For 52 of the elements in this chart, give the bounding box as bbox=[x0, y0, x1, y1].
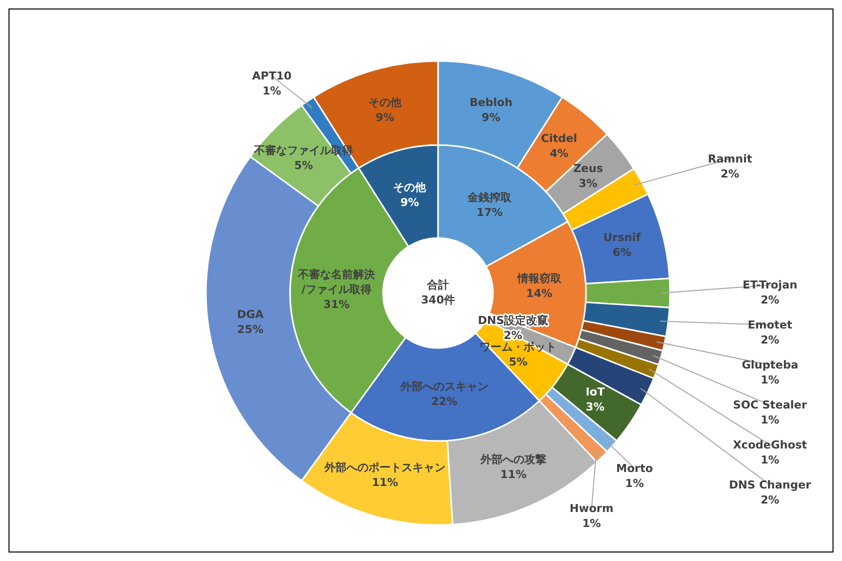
slice-label: その他 bbox=[393, 181, 428, 194]
slice-label: Ramnit bbox=[708, 152, 752, 166]
data-label: 9% bbox=[482, 111, 500, 124]
data-label: 1% bbox=[760, 414, 780, 427]
data-label: 6% bbox=[612, 246, 632, 260]
data-label: 31% bbox=[323, 298, 350, 311]
data-label: 2% bbox=[760, 334, 780, 347]
data-label: 3% bbox=[578, 177, 598, 190]
data-label: 2% bbox=[720, 167, 740, 180]
slice-label: APT10 bbox=[252, 69, 292, 82]
slice-label: 不審な名前解決 /ファイル取得 bbox=[297, 268, 376, 296]
data-label: 11% bbox=[372, 476, 398, 489]
slice-label: XcodeGhost bbox=[732, 438, 808, 452]
data-label: 2% bbox=[760, 294, 780, 307]
slice-label: 情報窃取 bbox=[516, 272, 562, 286]
data-label: 1% bbox=[760, 454, 780, 467]
data-label: 2% bbox=[760, 494, 780, 507]
data-label: 22% bbox=[431, 394, 458, 408]
slice-label: DNS Changer bbox=[728, 478, 812, 492]
slice-label: その他 bbox=[368, 96, 402, 110]
data-label: 17% bbox=[476, 206, 503, 220]
slice-label: Bebloh bbox=[470, 96, 512, 110]
slice-label: IoT bbox=[586, 385, 606, 398]
slice-label: DGA bbox=[236, 308, 264, 322]
data-label: 5% bbox=[294, 159, 313, 172]
slice-label: 外部へのスキャン bbox=[399, 380, 488, 393]
slice-label: Emotet bbox=[748, 318, 792, 332]
slice-label: Zeus bbox=[573, 162, 604, 176]
data-label: 1% bbox=[262, 84, 282, 98]
slice-label: 金銭搾取 bbox=[466, 191, 513, 204]
slice-label: Ursnif bbox=[603, 231, 641, 244]
data-label: 4% bbox=[550, 147, 568, 160]
slice-label: Citdel bbox=[541, 132, 578, 146]
data-label: 1% bbox=[760, 374, 780, 387]
slice-label: Hworm bbox=[570, 502, 614, 516]
data-label: 5% bbox=[508, 356, 528, 369]
data-label: 3% bbox=[586, 400, 604, 414]
slice-label: Glupteba bbox=[742, 358, 798, 372]
slice-label: ET-Trojan bbox=[742, 278, 798, 292]
data-label: 1% bbox=[625, 476, 644, 490]
data-label: 11% bbox=[500, 468, 527, 481]
data-label: 9% bbox=[376, 111, 394, 124]
slice-label: SOC Stealer bbox=[733, 398, 808, 412]
slice-label: Morto bbox=[616, 462, 654, 475]
slice-label: 外部へのポートスキャン bbox=[323, 460, 446, 474]
slice-label: 外部への攻撃 bbox=[479, 452, 546, 466]
data-label: 1% bbox=[582, 517, 601, 530]
data-label: 14% bbox=[526, 287, 552, 300]
data-label: 25% bbox=[237, 323, 264, 336]
text: 340件 bbox=[421, 294, 455, 307]
text: 合計 bbox=[426, 278, 449, 292]
data-label: 9% bbox=[400, 196, 420, 210]
